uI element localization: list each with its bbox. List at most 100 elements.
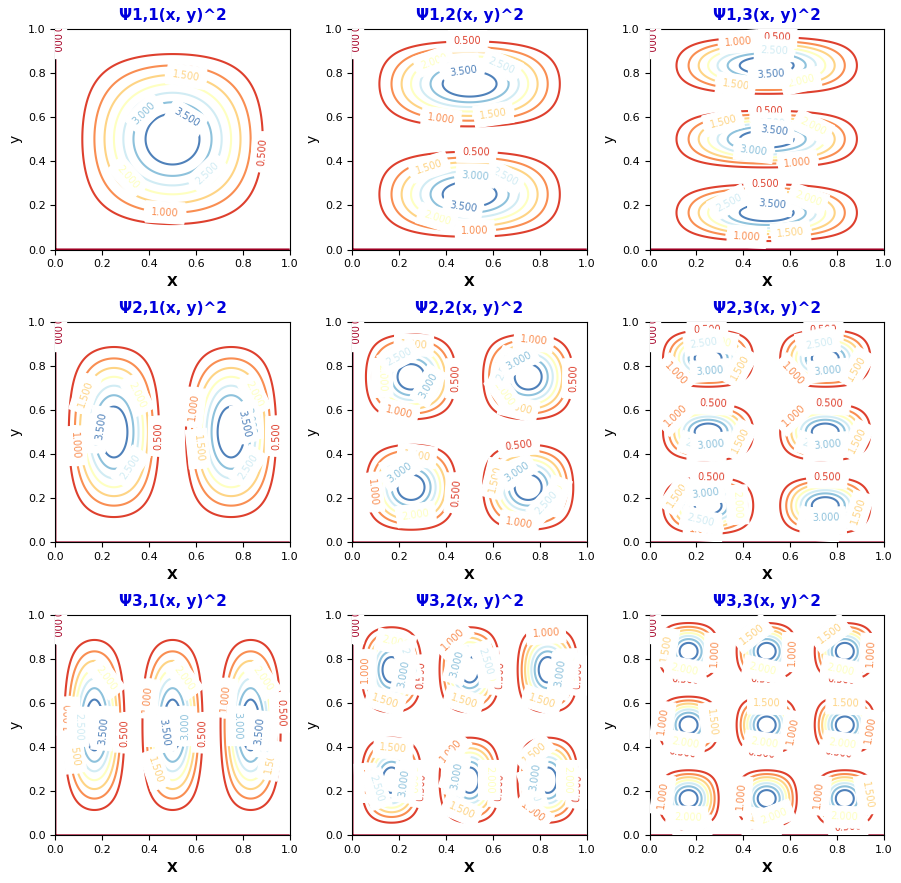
Text: 3.000: 3.000 xyxy=(397,769,411,797)
X-axis label: X: X xyxy=(168,568,177,582)
Text: 1.000: 1.000 xyxy=(505,517,533,531)
Text: 2.000: 2.000 xyxy=(94,664,118,692)
Text: 3.000: 3.000 xyxy=(132,100,158,126)
Text: 0.500: 0.500 xyxy=(568,365,578,392)
Text: 1.000: 1.000 xyxy=(663,403,690,428)
X-axis label: X: X xyxy=(168,275,177,289)
Text: 1.000: 1.000 xyxy=(384,404,414,420)
Text: 2.000: 2.000 xyxy=(750,736,778,750)
Text: 0.500: 0.500 xyxy=(824,746,852,760)
Text: 1.500: 1.500 xyxy=(379,742,407,754)
Text: 0.500: 0.500 xyxy=(669,746,696,760)
Text: 3.500: 3.500 xyxy=(449,200,478,214)
Text: 1.500: 1.500 xyxy=(449,692,478,710)
Text: 2.500: 2.500 xyxy=(445,757,463,786)
Text: 2.000: 2.000 xyxy=(670,662,699,677)
Text: 1.000: 1.000 xyxy=(440,626,466,652)
Text: 1.000: 1.000 xyxy=(709,639,720,667)
Text: 1.000: 1.000 xyxy=(366,478,378,506)
Text: 2.000: 2.000 xyxy=(126,380,147,410)
Text: 2.500: 2.500 xyxy=(684,438,714,456)
Text: 1.500: 1.500 xyxy=(850,497,868,526)
Text: 3.000: 3.000 xyxy=(450,762,464,790)
Text: 2.000: 2.000 xyxy=(562,766,572,794)
Text: 3.000: 3.000 xyxy=(445,59,474,72)
X-axis label: X: X xyxy=(761,275,772,289)
Text: 0.500: 0.500 xyxy=(571,774,584,803)
Y-axis label: y: y xyxy=(8,428,23,436)
Y-axis label: y: y xyxy=(8,135,23,143)
Text: 1.500: 1.500 xyxy=(399,339,428,351)
Text: 2.500: 2.500 xyxy=(151,713,161,741)
Text: 3.000: 3.000 xyxy=(696,438,724,450)
Text: 1.000: 1.000 xyxy=(63,703,74,730)
Text: 0.500: 0.500 xyxy=(833,821,862,833)
Text: 1.500: 1.500 xyxy=(666,480,690,509)
Text: 0.000: 0.000 xyxy=(50,610,60,638)
Text: 1.000: 1.000 xyxy=(813,781,825,810)
Text: 3.000: 3.000 xyxy=(103,713,113,740)
Text: 2.000: 2.000 xyxy=(381,635,410,651)
Text: 0.500: 0.500 xyxy=(450,365,461,392)
X-axis label: X: X xyxy=(464,568,475,582)
Text: 2.000: 2.000 xyxy=(809,445,838,456)
Text: 2.500: 2.500 xyxy=(805,336,834,351)
Text: 2.000: 2.000 xyxy=(674,811,702,822)
Text: 1.000: 1.000 xyxy=(780,403,807,428)
Text: 2.000: 2.000 xyxy=(172,664,196,692)
Text: 0.500: 0.500 xyxy=(763,32,791,42)
Text: 3.000: 3.000 xyxy=(505,350,533,372)
Text: 0.500: 0.500 xyxy=(810,325,837,336)
Text: 3.500: 3.500 xyxy=(759,199,787,211)
Title: Ψ2,1(x, y)^2: Ψ2,1(x, y)^2 xyxy=(119,301,226,316)
X-axis label: X: X xyxy=(464,275,475,289)
Text: 1.500: 1.500 xyxy=(749,813,778,826)
Y-axis label: y: y xyxy=(305,721,320,729)
Text: 0.000: 0.000 xyxy=(348,318,358,345)
Text: 2.500: 2.500 xyxy=(119,453,142,481)
Text: 2.500: 2.500 xyxy=(73,713,83,741)
Text: 0.500: 0.500 xyxy=(454,36,481,47)
Y-axis label: y: y xyxy=(305,428,320,436)
Text: 2.000: 2.000 xyxy=(402,508,431,522)
Text: 3.500: 3.500 xyxy=(97,716,109,744)
Text: 1.500: 1.500 xyxy=(521,740,548,766)
Text: 2.000: 2.000 xyxy=(423,209,451,227)
Text: 2.000: 2.000 xyxy=(732,491,743,519)
Text: 2.500: 2.500 xyxy=(398,646,415,675)
Text: 2.500: 2.500 xyxy=(496,352,515,382)
Text: 3.500: 3.500 xyxy=(760,125,788,138)
Text: 3.000: 3.000 xyxy=(740,144,768,157)
Text: 2.000: 2.000 xyxy=(793,190,823,208)
Text: 2.500: 2.500 xyxy=(260,723,273,752)
Text: 0.000: 0.000 xyxy=(348,25,358,52)
Text: 0.000: 0.000 xyxy=(644,610,654,638)
Text: 1.000: 1.000 xyxy=(805,525,833,536)
Text: 3.000: 3.000 xyxy=(449,650,466,679)
Text: 3.500: 3.500 xyxy=(757,68,785,79)
Text: 2.500: 2.500 xyxy=(533,489,560,517)
Title: Ψ3,1(x, y)^2: Ψ3,1(x, y)^2 xyxy=(119,594,226,609)
Y-axis label: y: y xyxy=(603,135,616,143)
Text: 3.000: 3.000 xyxy=(696,365,724,377)
Text: 2.000: 2.000 xyxy=(406,766,416,794)
Text: 0.500: 0.500 xyxy=(751,179,778,189)
X-axis label: X: X xyxy=(464,861,475,875)
Text: 3.000: 3.000 xyxy=(754,72,782,83)
Text: 3.000: 3.000 xyxy=(89,419,100,447)
Text: 3.000: 3.000 xyxy=(812,512,840,524)
Text: 1.000: 1.000 xyxy=(656,781,669,809)
Text: 1.000: 1.000 xyxy=(734,782,747,811)
Text: 0.500: 0.500 xyxy=(815,398,843,409)
Text: 0.500: 0.500 xyxy=(678,821,706,833)
Text: 1.000: 1.000 xyxy=(733,231,760,243)
Text: 2.000: 2.000 xyxy=(419,51,449,71)
Text: 2.500: 2.500 xyxy=(714,192,743,214)
Text: 1.500: 1.500 xyxy=(777,227,805,239)
Text: 0.500: 0.500 xyxy=(699,398,727,410)
Text: 2.500: 2.500 xyxy=(387,456,415,476)
Text: 3.500: 3.500 xyxy=(449,64,478,79)
Text: 1.000: 1.000 xyxy=(688,525,717,536)
Text: 3.000: 3.000 xyxy=(814,438,842,450)
Text: 2.000: 2.000 xyxy=(787,73,815,89)
